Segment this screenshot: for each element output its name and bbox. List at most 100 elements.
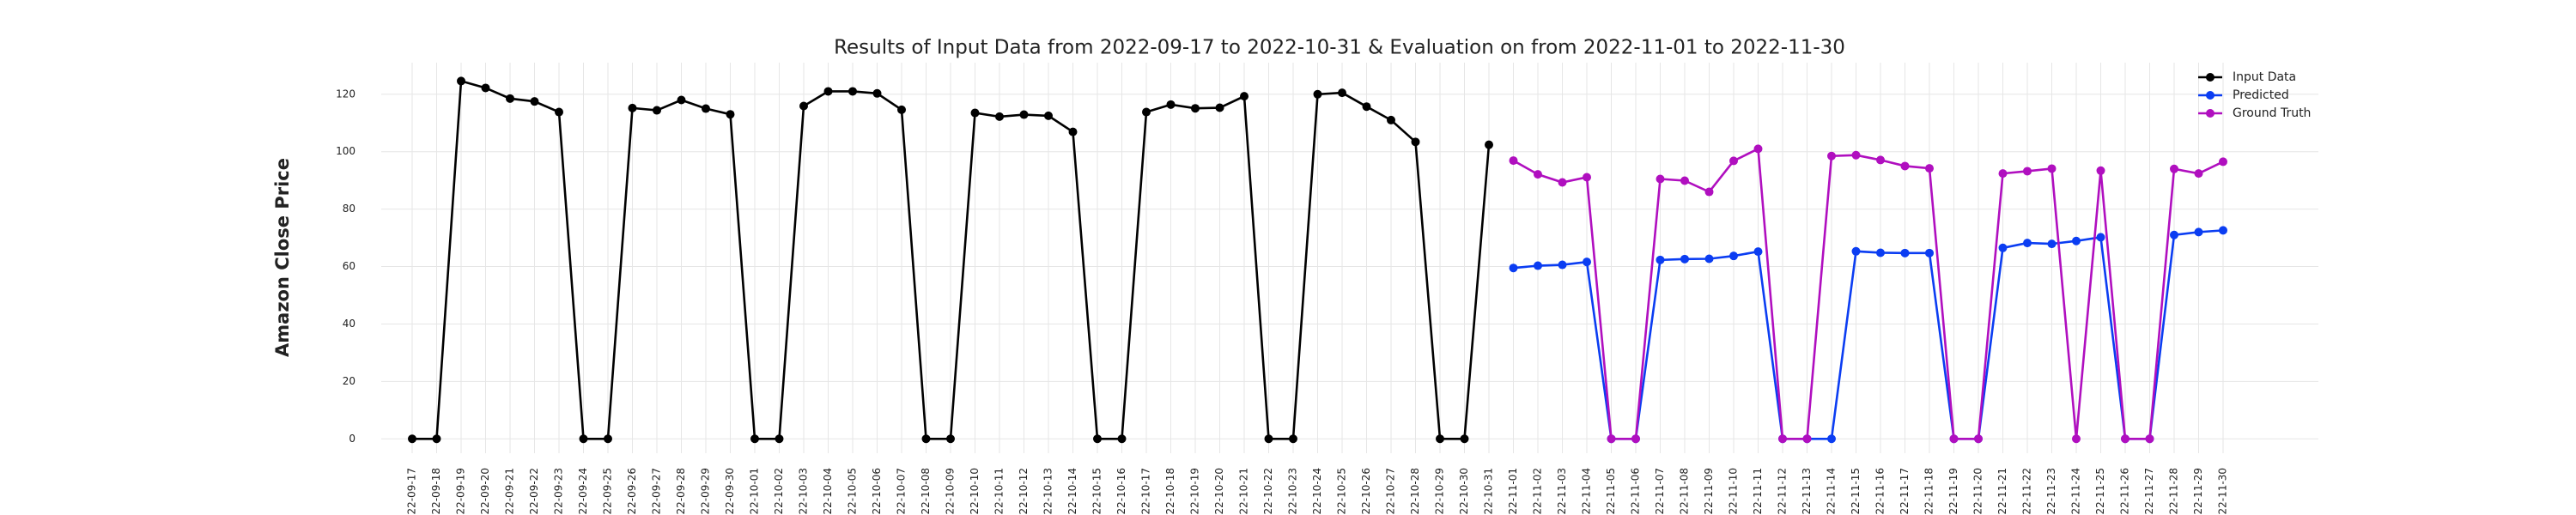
- point: [506, 94, 514, 103]
- y-tick-label: 120: [336, 88, 355, 100]
- x-tick-label: 2022-10-05: [847, 468, 859, 515]
- point: [1998, 169, 2008, 179]
- x-tick-label: 2022-10-17: [1140, 468, 1152, 515]
- point: [1729, 156, 1738, 166]
- point: [2072, 434, 2081, 444]
- legend-marker: [2206, 91, 2215, 100]
- x-tick-label: 2022-10-03: [798, 468, 810, 515]
- point: [1019, 110, 1029, 119]
- x-tick-label: 2022-09-20: [479, 468, 491, 515]
- point: [1558, 260, 1567, 270]
- x-tick-label: 2022-10-13: [1042, 468, 1054, 515]
- point: [2170, 230, 2178, 239]
- x-tick-label: 2022-10-28: [1409, 468, 1421, 515]
- point: [1876, 248, 1885, 258]
- x-tick-label: 2022-11-21: [1996, 468, 2008, 515]
- point: [823, 87, 833, 96]
- point: [1925, 164, 1934, 173]
- point: [946, 434, 955, 444]
- point: [1215, 103, 1224, 112]
- point: [750, 434, 759, 444]
- y-tick-label: 40: [343, 318, 355, 330]
- x-tick-label: 2022-09-28: [675, 468, 687, 515]
- point: [1607, 434, 1616, 444]
- point: [1900, 248, 1910, 258]
- x-tick-label: 2022-09-27: [651, 468, 663, 515]
- point: [1704, 187, 1714, 197]
- point: [2145, 434, 2154, 444]
- y-tick-label: 80: [343, 203, 355, 215]
- point: [995, 112, 1004, 121]
- point: [775, 434, 784, 444]
- x-tick-label: 2022-11-09: [1703, 468, 1715, 515]
- point: [1142, 107, 1151, 117]
- x-tick-label: 2022-10-08: [920, 468, 932, 515]
- x-tick-label: 2022-10-09: [945, 468, 957, 515]
- x-tick-label: 2022-11-24: [2070, 468, 2082, 515]
- x-tick-label: 2022-11-04: [1581, 468, 1593, 515]
- point: [1998, 243, 2008, 252]
- x-tick-label: 2022-11-28: [2168, 468, 2180, 515]
- point: [1753, 247, 1763, 257]
- point: [1949, 434, 1959, 444]
- x-tick-label: 2022-10-04: [822, 468, 834, 515]
- x-tick-label: 2022-11-14: [1826, 468, 1838, 515]
- x-tick-label: 2022-10-19: [1189, 468, 1201, 515]
- x-tick-label: 2022-10-29: [1434, 468, 1446, 515]
- point: [2194, 227, 2203, 237]
- x-tick-label: 2022-11-08: [1679, 468, 1691, 515]
- point: [1436, 434, 1444, 444]
- x-tick-label: 2022-11-02: [1532, 468, 1544, 515]
- point: [2072, 236, 2081, 245]
- point: [2219, 226, 2227, 235]
- point: [432, 434, 441, 444]
- point: [1802, 434, 1812, 444]
- x-tick-label: 2022-10-24: [1311, 468, 1323, 515]
- point: [1900, 161, 1910, 171]
- point: [604, 434, 612, 444]
- point: [530, 97, 539, 106]
- x-tick-label: 2022-11-25: [2094, 468, 2106, 515]
- point: [726, 110, 735, 119]
- point: [579, 434, 588, 444]
- point: [2096, 233, 2105, 242]
- x-tick-label: 2022-09-19: [455, 468, 467, 515]
- x-tick-label: 2022-10-26: [1360, 468, 1372, 515]
- x-tick-label: 2022-09-25: [602, 468, 614, 515]
- point: [2170, 164, 2178, 173]
- point: [1656, 174, 1665, 184]
- legend-label: Ground Truth: [2233, 106, 2311, 120]
- point: [2023, 167, 2032, 176]
- point: [677, 95, 686, 105]
- x-tick-label: 2022-11-23: [2045, 468, 2057, 515]
- x-tick-label: 2022-11-12: [1777, 468, 1789, 515]
- point: [1166, 100, 1176, 109]
- point: [1631, 434, 1640, 444]
- y-tick-label: 0: [349, 433, 355, 445]
- point: [1313, 89, 1322, 99]
- x-tick-label: 2022-11-29: [2192, 468, 2204, 515]
- point: [1827, 434, 1836, 444]
- x-tick-label: 2022-09-26: [626, 468, 638, 515]
- x-tick-label: 2022-09-22: [528, 468, 540, 515]
- point: [628, 103, 637, 112]
- point: [1240, 92, 1249, 101]
- x-tick-label: 2022-11-07: [1654, 468, 1666, 515]
- point: [1485, 140, 1493, 149]
- point: [1044, 111, 1053, 120]
- point: [1851, 246, 1861, 256]
- x-tick-label: 2022-10-01: [749, 468, 761, 515]
- legend-marker: [2206, 73, 2215, 82]
- x-tick-label: 2022-11-03: [1556, 468, 1568, 515]
- point: [2219, 157, 2227, 167]
- x-tick-label: 2022-11-05: [1605, 468, 1617, 515]
- point: [1460, 434, 1469, 444]
- y-tick-label: 20: [343, 375, 355, 387]
- point: [555, 107, 563, 117]
- x-tick-label: 2022-09-17: [406, 468, 418, 515]
- point: [1509, 264, 1518, 273]
- x-tick-label: 2022-10-06: [871, 468, 883, 515]
- legend-label: Predicted: [2233, 88, 2289, 102]
- point: [2023, 239, 2032, 248]
